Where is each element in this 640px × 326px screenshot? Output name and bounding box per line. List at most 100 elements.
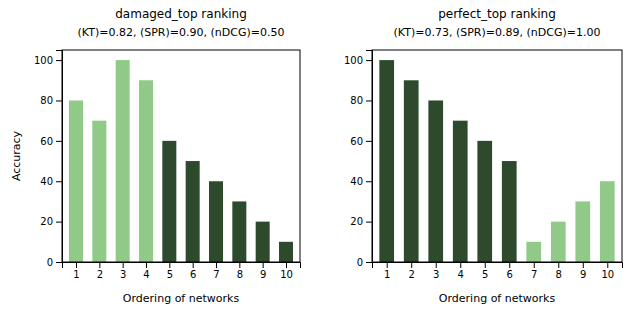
y-tick-label: 20 (40, 216, 53, 227)
x-tick: 3 (433, 262, 439, 280)
x-tick-mark (509, 262, 510, 268)
bar (600, 181, 615, 262)
y-axis: 020406080100 (344, 51, 373, 268)
x-tick-label: 7 (531, 269, 537, 280)
y-tick: 60 (40, 136, 62, 147)
y-tick-mark (366, 181, 372, 182)
title: perfect_top ranking (438, 7, 556, 21)
plot-frame (62, 50, 300, 262)
y-tick-mark (56, 222, 62, 223)
x-axis-title: Ordering of networks (123, 292, 240, 305)
x-tick: 3 (120, 262, 126, 280)
bar (69, 100, 83, 262)
x-tick: 8 (556, 262, 562, 280)
x-tick-label: 4 (143, 269, 149, 280)
x-tick-label: 7 (213, 269, 219, 280)
y-tick-label: 0 (47, 257, 53, 268)
x-tick: 4 (458, 262, 464, 280)
bars (379, 60, 614, 262)
x-tick: 8 (237, 262, 243, 280)
bar (279, 242, 293, 262)
y-tick: 80 (40, 95, 62, 106)
bar (162, 141, 176, 262)
x-tick-mark (485, 262, 486, 268)
bar (186, 161, 200, 262)
x-tick-label: 9 (580, 269, 586, 280)
x-tick: 6 (190, 262, 196, 280)
x-tick: 1 (384, 262, 390, 280)
x-axis: 1 2 3 4 5 6 7 8 9 10 (373, 262, 623, 280)
bar (551, 222, 566, 262)
x-tick-mark (263, 262, 264, 268)
x-tick-label: 8 (556, 269, 562, 280)
y-tick-mark (56, 262, 62, 263)
y-tick: 80 (350, 95, 372, 106)
y-axis-line (366, 51, 373, 263)
y-tick: 40 (40, 176, 62, 187)
x-tick: 2 (97, 262, 103, 280)
y-tick-label: 60 (40, 136, 53, 147)
x-tick-label: 2 (409, 269, 415, 280)
x-axis: 12345678910 (63, 262, 301, 280)
bar (209, 181, 223, 262)
y-axis-title: Accuracy (10, 130, 23, 181)
x-tick-mark (216, 262, 217, 268)
x-tick: 5 (167, 262, 173, 280)
y-tick-mark (56, 141, 62, 142)
bar (526, 242, 541, 262)
y-tick: 0 (357, 257, 372, 268)
y-tick: 100 (34, 55, 62, 66)
x-tick-mark (146, 262, 147, 268)
x-tick-mark (460, 262, 461, 268)
bar (477, 141, 492, 262)
subtitle: (KT)=0.82, (SPR)=0.90, (nDCG)=0.50 (78, 26, 285, 39)
x-tick-label: 8 (237, 269, 243, 280)
bar (232, 201, 246, 262)
y-tick-label: 60 (350, 136, 363, 147)
x-tick-label: 5 (167, 269, 173, 280)
y-tick-label: 80 (350, 95, 363, 106)
y-axis-line (56, 51, 63, 263)
x-tick: 1 (73, 262, 79, 280)
bar (575, 201, 590, 262)
x-tick: 10 (601, 262, 614, 280)
x-tick-mark (583, 262, 584, 268)
x-tick: 9 (580, 262, 586, 280)
title: damaged_top ranking (115, 7, 247, 21)
x-tick-mark (534, 262, 535, 268)
x-tick-mark (239, 262, 240, 268)
bar (428, 100, 443, 262)
x-tick-label: 4 (458, 269, 464, 280)
x-axis-line (373, 263, 623, 269)
y-tick-label: 0 (357, 257, 363, 268)
x-tick: 2 (409, 262, 415, 280)
panel: 12345678910020406080100damaged_top ranki… (10, 7, 301, 305)
y-tick-label: 20 (350, 216, 363, 227)
x-tick: 10 (280, 262, 293, 280)
x-tick: 4 (143, 262, 149, 280)
x-tick-mark (76, 262, 77, 268)
bar (256, 222, 270, 262)
x-tick-mark (411, 262, 412, 268)
bar (453, 121, 468, 262)
y-tick-label: 40 (40, 176, 53, 187)
bar (92, 121, 106, 262)
x-tick-label: 5 (482, 269, 488, 280)
chart-root: 12345678910020406080100damaged_top ranki… (0, 0, 640, 326)
bars (69, 60, 293, 262)
bar (116, 60, 130, 262)
y-tick-mark (56, 100, 62, 101)
subtitle: (KT)=0.73, (SPR)=0.89, (nDCG)=1.00 (394, 26, 601, 39)
x-tick-label: 1 (384, 269, 390, 280)
y-tick-label: 100 (34, 55, 53, 66)
y-tick-mark (366, 222, 372, 223)
x-tick-label: 1 (73, 269, 79, 280)
x-tick-mark (123, 262, 124, 268)
plot-frame (372, 50, 622, 262)
x-tick-mark (99, 262, 100, 268)
y-tick-label: 100 (344, 55, 363, 66)
x-tick: 9 (260, 262, 266, 280)
x-tick-label: 10 (280, 269, 293, 280)
x-tick-label: 6 (507, 269, 513, 280)
x-tick: 6 (507, 262, 513, 280)
